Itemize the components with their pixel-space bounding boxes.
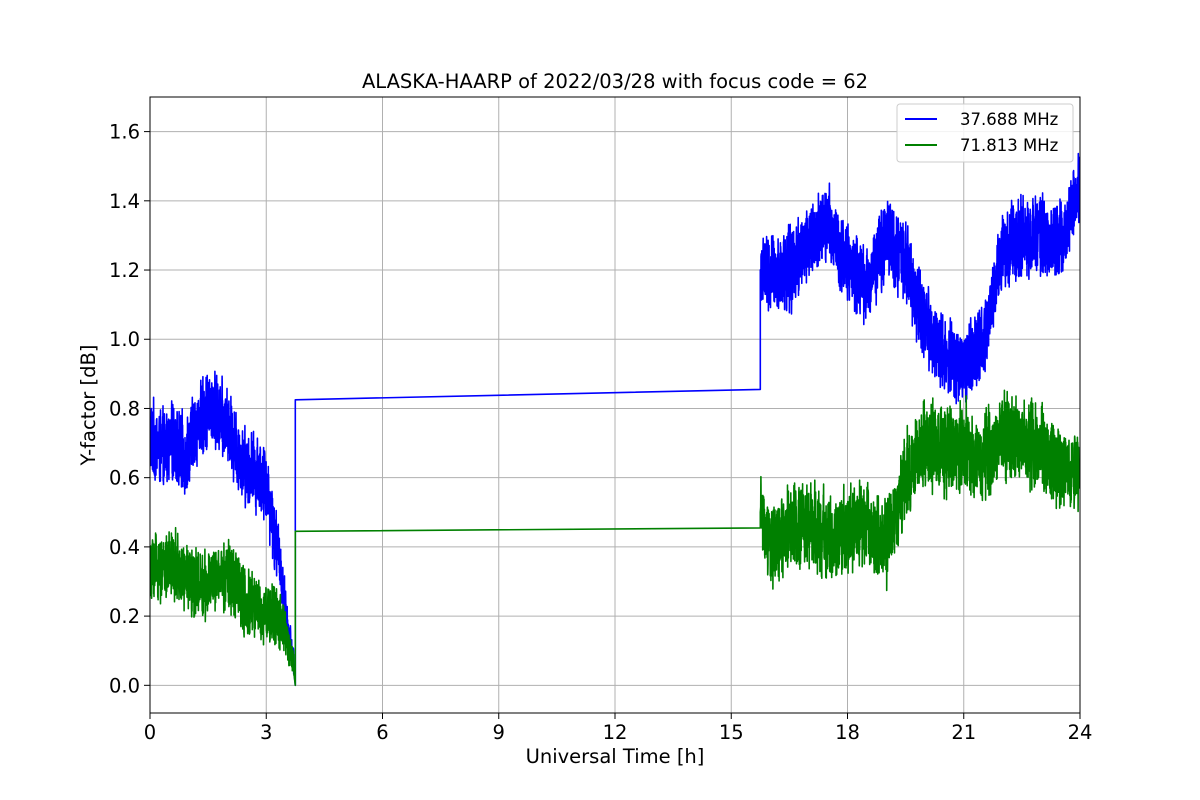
x-tick-label-8: 24 bbox=[1068, 721, 1093, 744]
x-axis: 0 3 6 9 12 15 18 21 24 bbox=[144, 713, 1093, 744]
x-tick-label-6: 18 bbox=[835, 721, 860, 744]
legend-box bbox=[896, 103, 1074, 163]
series-line-0 bbox=[150, 152, 1080, 687]
x-tick-label-5: 15 bbox=[719, 721, 744, 744]
y-tick-label-3: 0.6 bbox=[109, 467, 140, 490]
x-tick-label-4: 12 bbox=[603, 721, 628, 744]
x-tick-label-1: 3 bbox=[260, 721, 272, 744]
x-axis-label: Universal Time [h] bbox=[526, 745, 705, 768]
plot-area bbox=[150, 152, 1080, 687]
y-tick-label-8: 1.6 bbox=[109, 121, 140, 144]
legend-label-0: 37.688 MHz bbox=[960, 110, 1058, 129]
series-line-1 bbox=[150, 389, 1080, 687]
series-layer bbox=[150, 152, 1080, 687]
x-tick-label-0: 0 bbox=[144, 721, 156, 744]
y-tick-label-2: 0.4 bbox=[109, 536, 140, 559]
y-tick-label-4: 0.8 bbox=[109, 397, 140, 420]
y-tick-label-0: 0.0 bbox=[109, 674, 140, 697]
y-tick-label-7: 1.4 bbox=[109, 190, 140, 213]
chart-title: ALASKA-HAARP of 2022/03/28 with focus co… bbox=[362, 70, 868, 93]
legend-label-1: 71.813 MHz bbox=[960, 136, 1058, 155]
y-tick-label-6: 1.2 bbox=[109, 259, 140, 282]
x-tick-label-7: 21 bbox=[951, 721, 976, 744]
x-tick-label-2: 6 bbox=[376, 721, 388, 744]
y-tick-label-1: 0.2 bbox=[109, 605, 140, 628]
y-tick-label-5: 1.0 bbox=[109, 328, 140, 351]
y-axis-label: Y-factor [dB] bbox=[77, 345, 100, 467]
x-tick-label-3: 9 bbox=[493, 721, 505, 744]
legend: 37.688 MHz 71.813 MHz bbox=[896, 103, 1074, 163]
y-axis: 0.0 0.2 0.4 0.6 0.8 1.0 1.2 1.4 1.6 bbox=[109, 121, 150, 697]
